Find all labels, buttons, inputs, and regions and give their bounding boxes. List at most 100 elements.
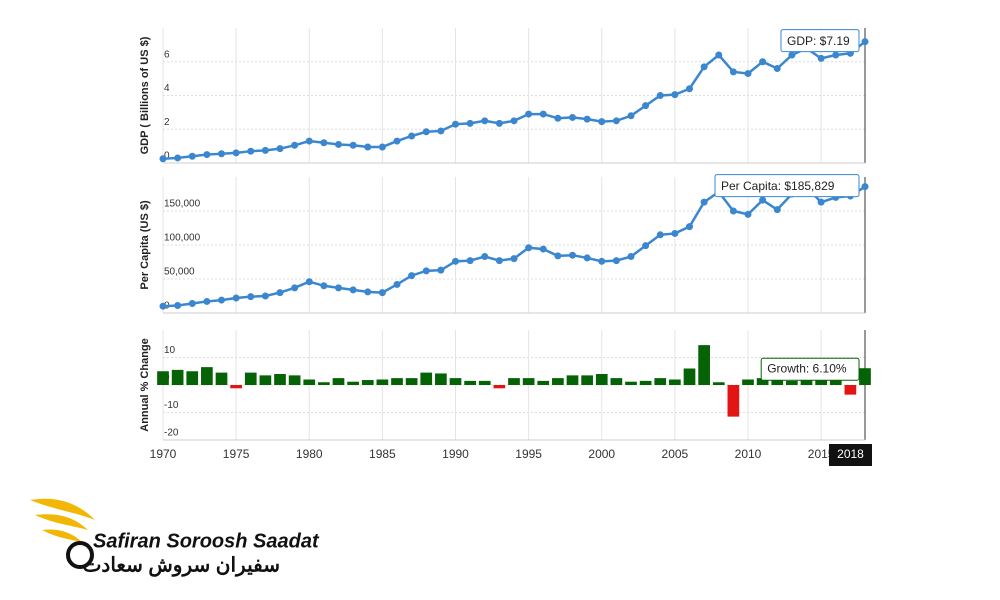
bar <box>508 378 520 385</box>
point <box>437 266 445 274</box>
annotation: GDP: $7.19 <box>780 29 860 53</box>
bar <box>742 379 754 385</box>
point <box>422 128 430 136</box>
point <box>408 272 416 280</box>
y-axis-label: Per Capita (US $) <box>139 200 151 290</box>
y-tick-label: 150,000 <box>164 199 201 210</box>
point <box>525 110 533 118</box>
bar <box>639 380 652 385</box>
bar <box>654 378 667 385</box>
y-tick-label: 50,000 <box>164 267 195 278</box>
y-axis-label: Annual % Change <box>139 338 151 432</box>
bar <box>405 378 418 385</box>
x-tick-label: 1990 <box>442 447 469 461</box>
point <box>744 210 752 218</box>
line <box>162 185 866 308</box>
annotation-box <box>714 174 860 198</box>
point <box>495 257 503 265</box>
y-tick-label: -20 <box>164 428 179 439</box>
bar <box>478 380 491 385</box>
point <box>364 288 372 296</box>
point <box>247 293 255 301</box>
bar <box>303 379 316 385</box>
bar <box>669 379 681 385</box>
bar <box>844 385 857 395</box>
logo-name-fa: سفیران سروش سعادت <box>83 554 280 577</box>
bar <box>157 371 169 385</box>
point <box>773 206 781 214</box>
point <box>656 92 664 99</box>
bar <box>391 378 403 385</box>
point <box>642 242 650 250</box>
y-tick-label: 2 <box>164 117 170 128</box>
bar <box>201 367 213 385</box>
y-tick-label: 0 <box>164 151 170 162</box>
point <box>583 254 591 262</box>
point <box>335 284 342 292</box>
point <box>671 229 679 237</box>
point <box>729 207 737 215</box>
point <box>218 150 225 158</box>
point <box>174 154 182 162</box>
point <box>686 223 693 231</box>
point <box>627 112 635 120</box>
annotation-box <box>760 357 860 381</box>
point <box>759 58 767 66</box>
annotation-box <box>780 29 860 53</box>
point <box>861 38 869 46</box>
point <box>495 119 503 127</box>
point <box>437 127 445 135</box>
point <box>349 141 357 149</box>
point <box>554 252 562 260</box>
point <box>364 143 372 151</box>
bar <box>683 368 696 385</box>
y-tick-label: 100,000 <box>164 233 201 244</box>
logo-wings <box>30 498 95 542</box>
annotation-text: Per Capita: $185,829 <box>721 179 835 193</box>
bar <box>771 379 784 385</box>
bar <box>610 378 623 385</box>
bar <box>318 382 330 385</box>
point <box>554 114 562 122</box>
bar <box>435 373 447 385</box>
point <box>598 118 606 126</box>
point <box>174 302 182 310</box>
point <box>232 149 240 157</box>
point <box>218 296 225 304</box>
x-tick-label: 2005 <box>662 447 689 461</box>
point <box>510 117 518 125</box>
point <box>261 146 269 154</box>
point <box>291 284 299 292</box>
point <box>188 299 196 307</box>
logo-swirl <box>66 541 94 569</box>
point <box>481 253 489 261</box>
point <box>452 120 459 128</box>
point <box>729 68 737 76</box>
point <box>598 257 606 265</box>
bar <box>230 385 242 389</box>
bar <box>859 368 871 385</box>
point <box>203 297 211 305</box>
bar <box>815 378 827 385</box>
bar <box>552 378 564 385</box>
bar <box>274 374 286 385</box>
point <box>583 115 591 123</box>
y-tick-label: 6 <box>164 49 170 60</box>
bar <box>566 375 579 385</box>
point <box>832 51 840 59</box>
point <box>247 147 255 155</box>
point <box>700 198 708 206</box>
point <box>700 63 708 71</box>
logo-name: Safiran Soroosh Saadat <box>93 530 320 552</box>
point <box>759 196 767 204</box>
bar <box>464 380 476 385</box>
point <box>642 102 650 110</box>
bar <box>215 372 228 385</box>
bar <box>522 378 535 385</box>
point <box>481 117 489 125</box>
point <box>378 289 386 297</box>
point <box>744 70 752 78</box>
y-axis-label: GDP ( Billions of US $) <box>139 36 151 154</box>
point <box>539 110 547 118</box>
